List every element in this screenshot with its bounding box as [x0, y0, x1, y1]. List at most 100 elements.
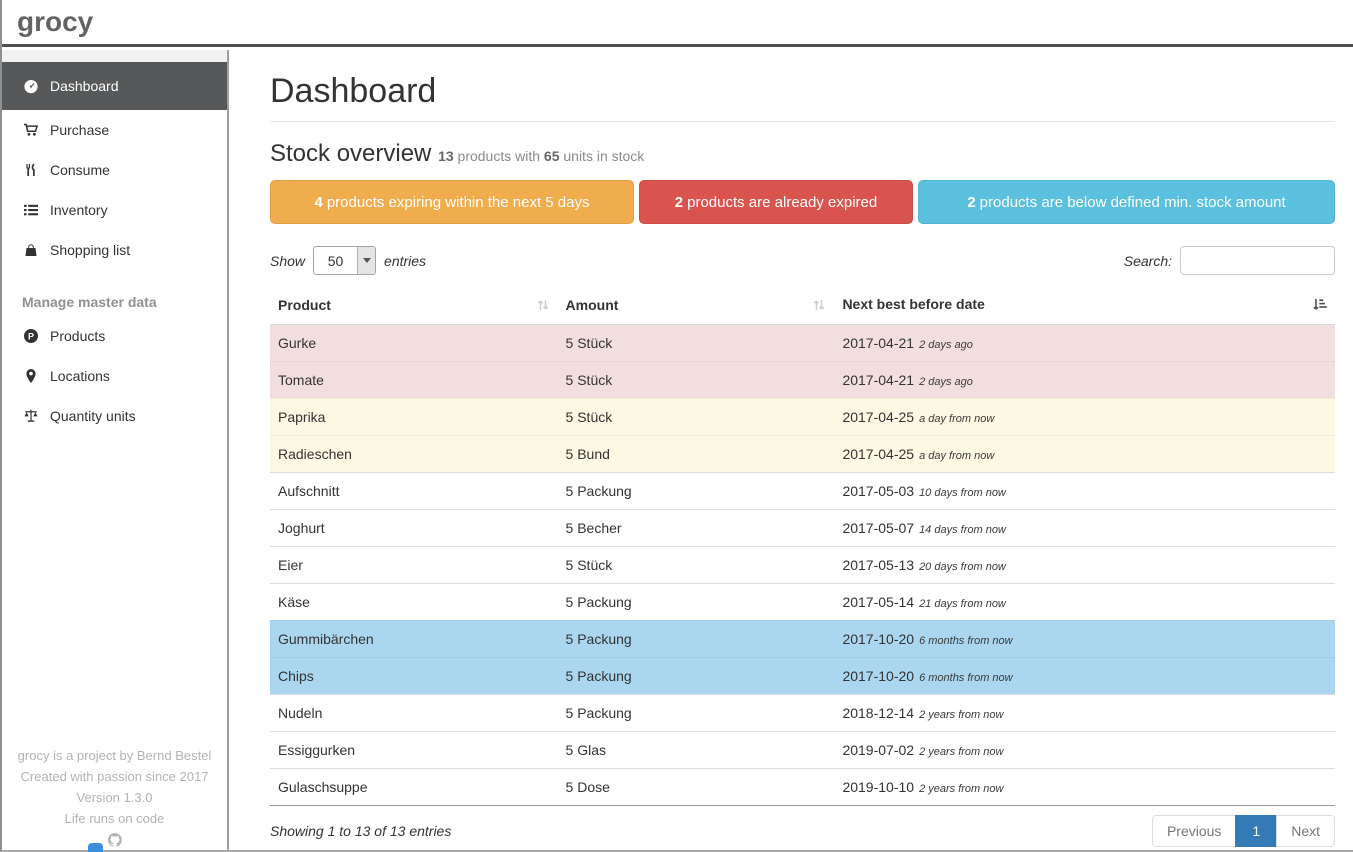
master-data-section-header: Manage master data	[22, 294, 157, 310]
stock-table-body: Gurke 5 Stück 2017-04-21 2 days ago Tomat…	[270, 324, 1335, 806]
show-label: Show	[270, 252, 306, 269]
expired-alert-badge[interactable]: 2 products are already expired	[639, 180, 913, 224]
cell-amount: 5 Becher	[557, 509, 835, 547]
cell-amount: 5 Packung	[557, 657, 835, 695]
cell-date: 2017-10-20	[842, 631, 915, 647]
column-header-amount[interactable]: Amount	[557, 287, 835, 325]
cell-date: 2017-05-07	[842, 520, 915, 536]
pagination-next-button[interactable]: Next	[1276, 815, 1335, 847]
cell-best-before-date: 2018-12-14 2 years from now	[834, 694, 1335, 732]
app-logo[interactable]: grocy	[17, 6, 94, 37]
cell-date: 2017-05-13	[842, 557, 915, 573]
github-icon[interactable]	[107, 832, 123, 848]
sidebar-item-dashboard[interactable]: Dashboard	[2, 62, 227, 110]
column-header-next-best-before-date[interactable]: Next best before date	[834, 287, 1335, 325]
cell-best-before-date: 2017-10-20 6 months from now	[834, 620, 1335, 658]
sidebar-item-label: Dashboard	[50, 78, 119, 94]
page-length-select[interactable]: 50	[313, 246, 377, 275]
cell-product: Chips	[270, 657, 558, 695]
sidebar-item-label: Inventory	[50, 202, 108, 218]
cell-amount: 5 Bund	[557, 435, 835, 473]
table-row: Käse 5 Packung 2017-05-14 21 days from no…	[270, 583, 1335, 621]
cell-date-relative: a day from now	[919, 450, 995, 462]
table-row: Essiggurken 5 Glas 2019-07-02 2 years fro…	[270, 731, 1335, 769]
search-label: Search:	[1123, 252, 1172, 269]
column-header-product[interactable]: Product	[270, 287, 558, 325]
sort-ascending-icon	[1312, 297, 1327, 315]
cell-amount: 5 Dose	[557, 768, 835, 806]
sidebar-item-consume[interactable]: Consume	[2, 150, 227, 190]
cell-date: 2017-10-20	[842, 668, 915, 684]
cell-date-relative: 21 days from now	[919, 598, 1006, 610]
sidebar-item-inventory[interactable]: Inventory	[2, 190, 227, 230]
cell-product: Nudeln	[270, 694, 558, 732]
cell-date-relative: 6 months from now	[919, 635, 1013, 647]
shopping-bag-icon	[22, 242, 40, 258]
cell-date: 2019-10-10	[842, 779, 915, 795]
sidebar-item-locations[interactable]: Locations	[2, 356, 227, 396]
cell-product: Paprika	[270, 398, 558, 436]
cell-date-relative: 20 days from now	[919, 561, 1006, 573]
entries-label: entries	[384, 252, 427, 269]
title-divider	[270, 121, 1335, 122]
sidebar-item-shopping-list[interactable]: Shopping list	[2, 230, 227, 270]
pagination: Previous 1 Next	[1151, 815, 1335, 847]
cell-product: Essiggurken	[270, 731, 558, 769]
cell-product: Radieschen	[270, 435, 558, 473]
pagination-page-1-button[interactable]: 1	[1235, 815, 1278, 847]
table-row: Tomate 5 Stück 2017-04-21 2 days ago	[270, 361, 1335, 399]
table-row: Nudeln 5 Packung 2018-12-14 2 years from …	[270, 694, 1335, 732]
cell-product: Tomate	[270, 361, 558, 399]
table-row: Eier 5 Stück 2017-05-13 20 days from now	[270, 546, 1335, 584]
cell-date-relative: 2 years from now	[919, 746, 1004, 758]
sidebar-top-strip	[2, 50, 227, 62]
sidebar-footer-line: Life runs on code	[64, 811, 165, 826]
cell-amount: 5 Stück	[557, 324, 835, 362]
cutlery-icon	[22, 162, 40, 178]
list-icon	[22, 202, 40, 218]
svg-text:P: P	[28, 331, 34, 341]
search-input[interactable]	[1180, 246, 1335, 275]
cell-date-relative: a day from now	[919, 413, 995, 425]
cell-date: 2017-04-21	[842, 335, 915, 351]
below-min-stock-alert-badge[interactable]: 2 products are below defined min. stock …	[918, 180, 1335, 224]
cell-best-before-date: 2017-04-25 a day from now	[834, 398, 1335, 436]
cell-amount: 5 Packung	[557, 583, 835, 621]
cell-date-relative: 10 days from now	[919, 487, 1006, 499]
cell-product: Gummibärchen	[270, 620, 558, 658]
table-row: Chips 5 Packung 2017-10-20 6 months from …	[270, 657, 1335, 695]
sidebar-item-purchase[interactable]: Purchase	[2, 110, 227, 150]
sidebar-item-quantity-units[interactable]: Quantity units	[2, 396, 227, 436]
cell-amount: 5 Stück	[557, 546, 835, 584]
sidebar-item-products[interactable]: P Products	[2, 316, 227, 356]
cell-date-relative: 14 days from now	[919, 524, 1006, 536]
products-count: 13	[438, 148, 454, 164]
sidebar: Dashboard Purchase Consume	[2, 50, 229, 852]
cell-product: Gulaschsuppe	[270, 768, 558, 806]
cell-best-before-date: 2017-05-03 10 days from now	[834, 472, 1335, 510]
sidebar-item-label: Shopping list	[50, 242, 131, 258]
expiring-alert-badge[interactable]: 4 products expiring within the next 5 da…	[270, 180, 634, 224]
sort-both-icon	[536, 298, 550, 315]
cell-product: Eier	[270, 546, 558, 584]
cell-date: 2017-04-25	[842, 446, 915, 462]
stock-overview-title: Stock overview	[270, 140, 432, 167]
partial-blue-icon[interactable]	[88, 843, 103, 852]
sidebar-nav: Dashboard Purchase Consume	[2, 62, 227, 436]
cell-best-before-date: 2017-05-14 21 days from now	[834, 583, 1335, 621]
table-row: Gummibärchen 5 Packung 2017-10-20 6 month…	[270, 620, 1335, 658]
cell-best-before-date: 2019-10-10 2 years from now	[834, 768, 1335, 806]
sidebar-item-label: Quantity units	[50, 408, 136, 424]
tachometer-icon	[22, 78, 40, 94]
cell-amount: 5 Packung	[557, 620, 835, 658]
table-info-text: Showing 1 to 13 of 13 entries	[270, 823, 452, 839]
pagination-previous-button[interactable]: Previous	[1151, 815, 1237, 847]
top-navbar: grocy	[2, 0, 1353, 47]
sort-both-icon	[812, 298, 826, 315]
cell-date: 2017-05-14	[842, 594, 915, 610]
cell-date-relative: 2 years from now	[919, 783, 1004, 795]
cell-date: 2019-07-02	[842, 742, 915, 758]
sidebar-footer-line: grocy is a project by Bernd Bestel	[17, 748, 212, 763]
cell-best-before-date: 2017-05-13 20 days from now	[834, 546, 1335, 584]
